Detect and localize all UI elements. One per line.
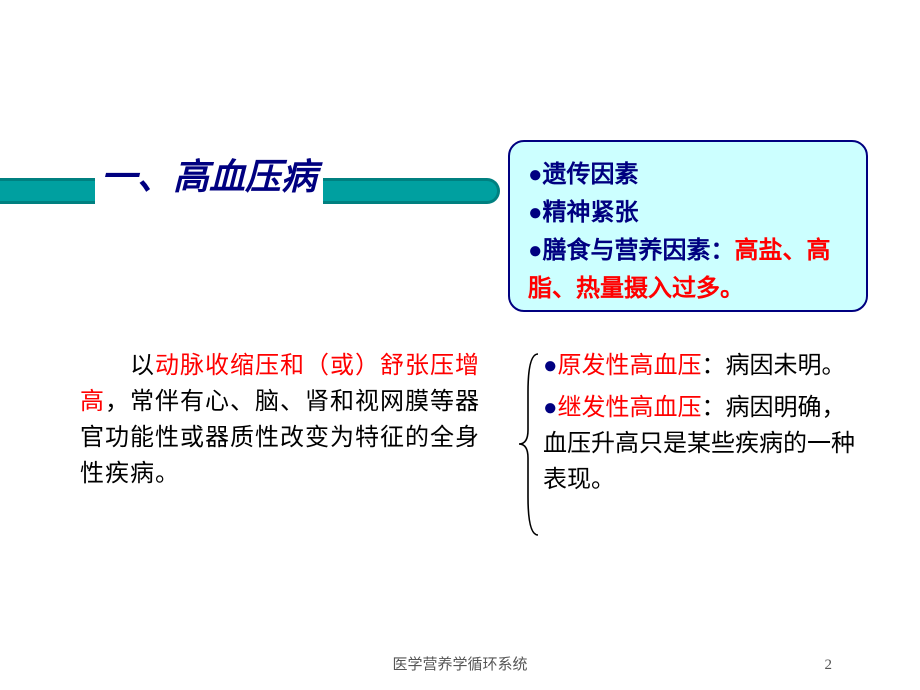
classification-item: ●继发性高血压：病因明确，血压升高只是某些疾病的一种表现。 <box>543 390 865 498</box>
factors-box: ●遗传因素 ●精神紧张 ●膳食与营养因素：高盐、高脂、热量摄入过多。 <box>508 140 868 312</box>
desc-text: 病因未明。 <box>726 353 846 379</box>
bullet-icon: ● <box>528 161 543 188</box>
factor-text: 遗传因素 <box>543 162 639 188</box>
definition-text: 以动脉收缩压和（或）舒张压增高，常伴有心、脑、肾和视网膜等器官功能性或器质性改变… <box>80 348 480 492</box>
bullet-icon: ● <box>528 237 543 264</box>
colon: ： <box>702 395 726 421</box>
factor-item: ●精神紧张 <box>528 194 850 232</box>
term-red: 原发性高血压 <box>558 353 702 379</box>
rest-text: ，常伴有心、脑、肾和视网膜等器官功能性或器质性改变为特征的全身性疾病。 <box>80 389 480 487</box>
bullet-icon: ● <box>543 352 558 379</box>
factor-item: ●遗传因素 <box>528 156 850 194</box>
term-red: 继发性高血压 <box>558 395 702 421</box>
lead-text: 以 <box>80 353 155 379</box>
bullet-icon: ● <box>528 199 543 226</box>
footer-text: 医学营养学循环系统 <box>0 653 920 674</box>
classification-item: ●原发性高血压：病因未明。 <box>543 348 865 384</box>
section-title: 一、高血压病 <box>95 148 323 204</box>
factor-text: 膳食与营养因素： <box>543 238 735 264</box>
factor-text: 精神紧张 <box>543 200 639 226</box>
brace-icon <box>516 352 546 537</box>
classification-list: ●原发性高血压：病因未明。 ●继发性高血压：病因明确，血压升高只是某些疾病的一种… <box>543 348 865 504</box>
factor-item: ●膳食与营养因素：高盐、高脂、热量摄入过多。 <box>528 232 850 307</box>
page-number: 2 <box>825 657 833 674</box>
bullet-icon: ● <box>543 394 558 421</box>
colon: ： <box>702 353 726 379</box>
